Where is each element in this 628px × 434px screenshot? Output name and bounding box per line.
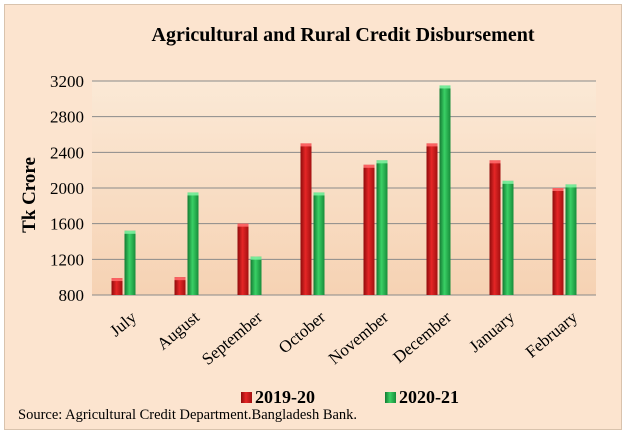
y-tick-label: 3200	[50, 72, 84, 91]
source-note: Source: Agricultural Credit Department.B…	[18, 407, 357, 423]
bar-2019-20-september	[237, 223, 249, 295]
bar-cap	[439, 85, 451, 89]
x-tick-label: February	[522, 307, 582, 361]
bar-2019-20-july	[111, 278, 123, 295]
bar-2019-20-december	[426, 143, 438, 295]
bar-cap	[187, 192, 199, 196]
y-tick-label: 2000	[50, 179, 84, 198]
bar-chart: Agricultural and Rural Credit Disburseme…	[18, 24, 596, 423]
legend: 2019-20 2020-21	[241, 387, 459, 407]
bar-2020-21-october	[313, 192, 325, 295]
x-tick-label: July	[106, 307, 140, 340]
y-tick-label: 800	[59, 286, 85, 305]
bar-2020-21-november	[376, 160, 388, 295]
y-tick-label: 1600	[50, 215, 84, 234]
x-tick-label: October	[275, 307, 329, 357]
bar-cap	[502, 180, 514, 184]
bar-cap	[489, 160, 501, 164]
bar-2019-20-october	[300, 143, 312, 295]
bar-2019-20-february	[552, 188, 564, 295]
bar-cap	[313, 192, 325, 196]
bar-cap	[174, 277, 186, 281]
bar-cap	[237, 223, 249, 227]
bars	[111, 85, 577, 295]
y-axis-ticks: 800 1200 1600 2000 2400 2800 3200	[50, 72, 84, 305]
y-tick-label: 1200	[50, 250, 84, 269]
bar-cap	[300, 143, 312, 147]
y-tick-label: 2400	[50, 143, 84, 162]
bar-2019-20-november	[363, 164, 375, 295]
legend-label: 2019-20	[255, 387, 315, 407]
bar-cap	[426, 143, 438, 147]
legend-swatch	[385, 392, 396, 403]
legend-swatch	[241, 392, 252, 403]
bar-2020-21-february	[565, 184, 577, 295]
x-tick-label: September	[198, 307, 266, 369]
legend-label: 2020-21	[399, 387, 459, 407]
y-axis-label: Tk Crore	[19, 157, 40, 233]
bar-2020-21-august	[187, 192, 199, 295]
x-tick-label: January	[465, 307, 518, 356]
bar-2020-21-july	[124, 230, 136, 295]
y-tick-label: 2800	[50, 108, 84, 127]
bar-cap	[250, 256, 262, 260]
bar-2019-20-august	[174, 277, 186, 295]
chart-frame: Agricultural and Rural Credit Disburseme…	[4, 4, 622, 430]
x-tick-label: December	[389, 307, 455, 367]
bar-cap	[565, 184, 577, 188]
bar-2020-21-december	[439, 85, 451, 295]
bar-2020-21-september	[250, 256, 262, 295]
bar-cap	[376, 160, 388, 164]
bar-cap	[363, 164, 375, 168]
bar-cap	[552, 188, 564, 191]
bar-2020-21-january	[502, 180, 514, 295]
chart-title: Agricultural and Rural Credit Disburseme…	[152, 24, 535, 46]
bar-cap	[124, 230, 136, 234]
x-tick-label: August	[153, 307, 203, 353]
bar-cap	[111, 278, 123, 282]
bar-2019-20-january	[489, 160, 501, 295]
x-tick-label: November	[325, 307, 392, 368]
